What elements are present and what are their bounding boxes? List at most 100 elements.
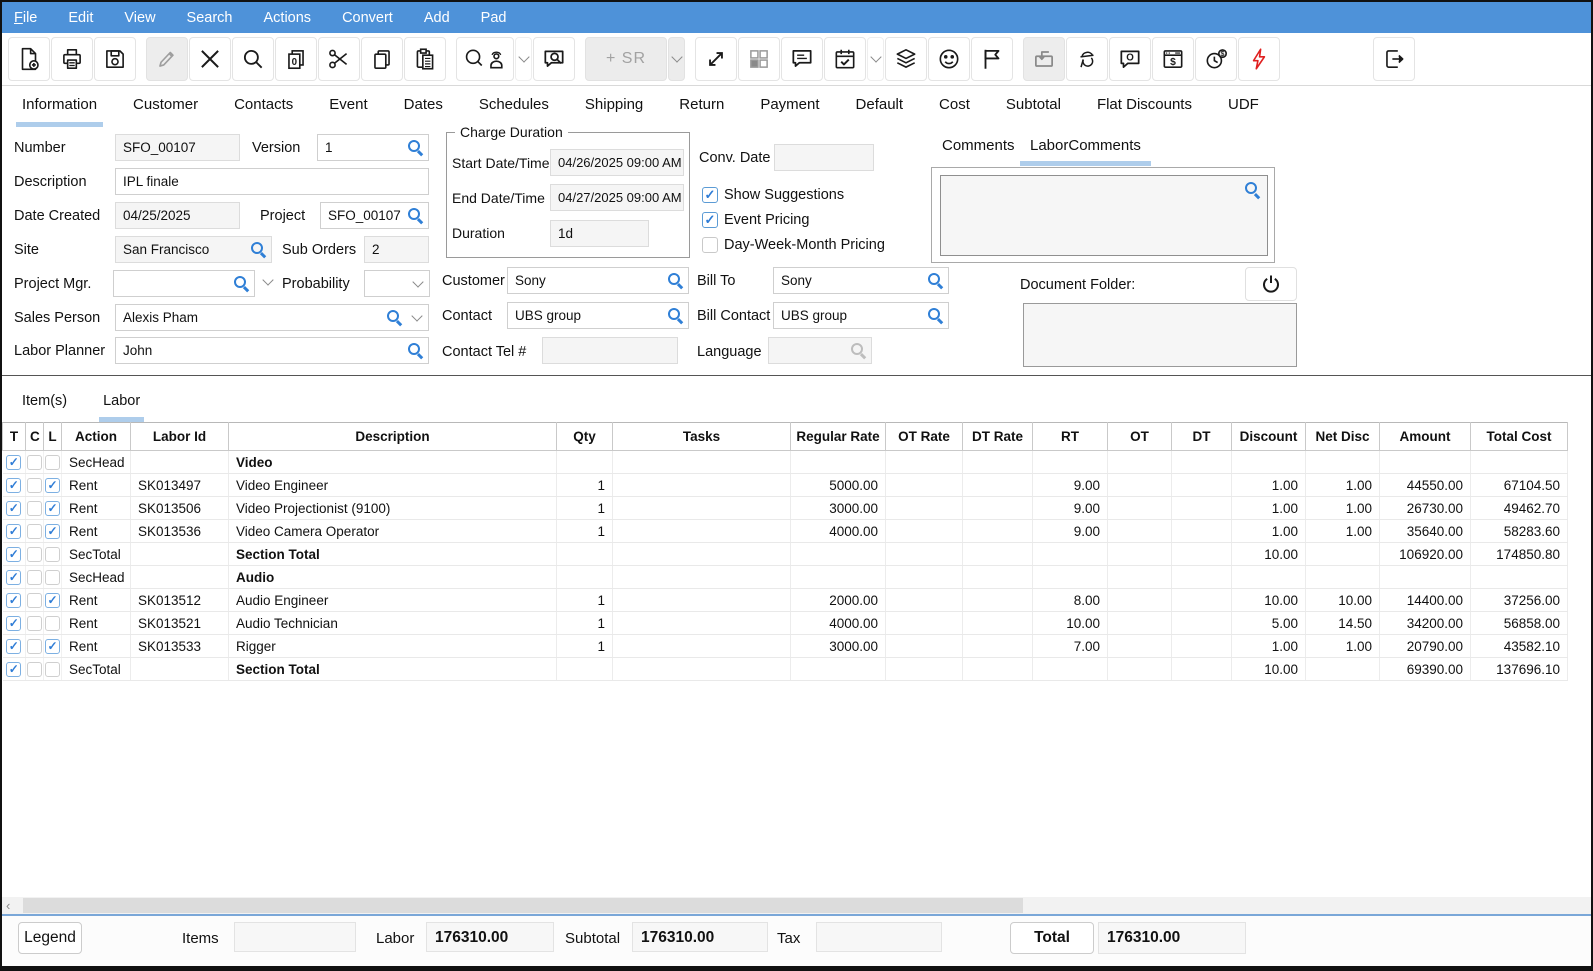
cell-amount[interactable]: 35640.00	[1379, 519, 1471, 543]
cell-description[interactable]: Video	[228, 450, 557, 474]
document-folder-field[interactable]	[1023, 303, 1297, 367]
contact-tel-field[interactable]	[542, 337, 678, 364]
col-dt[interactable]: DT	[1171, 422, 1232, 451]
tab-shipping[interactable]: Shipping	[584, 96, 644, 113]
t-checkbox[interactable]: ✓	[6, 592, 22, 608]
cell-net-disc[interactable]	[1305, 565, 1380, 589]
cell-ot[interactable]	[1107, 634, 1172, 658]
cell-dt[interactable]	[1171, 611, 1232, 635]
cell-rt[interactable]: 8.00	[1032, 588, 1108, 612]
cell-net-disc[interactable]: 1.00	[1305, 634, 1380, 658]
cell-net-disc[interactable]	[1305, 542, 1380, 566]
cell-amount[interactable]: 106920.00	[1379, 542, 1471, 566]
cell-rt[interactable]	[1032, 450, 1108, 474]
cell-amount[interactable]: 20790.00	[1379, 634, 1471, 658]
cell-qty[interactable]	[556, 657, 613, 681]
l-checkbox[interactable]	[45, 546, 60, 562]
cell-dt[interactable]	[1171, 450, 1232, 474]
table-row[interactable]: ✓ ✓ Rent SK013497 Video Engineer 1 5000.00 9.00…	[2, 473, 1568, 497]
cell-regular-rate[interactable]	[790, 450, 886, 474]
cell-labor-id[interactable]	[130, 657, 229, 681]
t-checkbox[interactable]: ✓	[6, 569, 22, 585]
cell-qty[interactable]	[556, 565, 613, 589]
cell-tasks[interactable]	[612, 542, 791, 566]
menu-add[interactable]: Add	[423, 9, 450, 26]
cell-tasks[interactable]	[612, 473, 791, 497]
l-checkbox[interactable]: ✓	[45, 477, 60, 493]
cell-qty[interactable]: 1	[556, 473, 613, 497]
cell-amount[interactable]	[1379, 565, 1471, 589]
cell-net-disc[interactable]: 1.00	[1305, 473, 1380, 497]
cell-action[interactable]: Rent	[61, 496, 131, 520]
customer-field[interactable]: Sony	[507, 267, 689, 294]
contact-field[interactable]: UBS group	[507, 302, 689, 329]
cell-dt-rate[interactable]	[962, 519, 1033, 543]
cell-dt[interactable]	[1171, 634, 1232, 658]
cell-qty[interactable]: 1	[556, 611, 613, 635]
cell-qty[interactable]	[556, 450, 613, 474]
site-field[interactable]: San Francisco	[115, 236, 272, 263]
flag-button[interactable]	[971, 37, 1014, 81]
print-button[interactable]	[51, 37, 93, 81]
c-checkbox[interactable]	[27, 615, 42, 631]
col-description[interactable]: Description	[228, 422, 557, 451]
probability-field[interactable]	[364, 270, 430, 297]
cell-dt-rate[interactable]	[962, 496, 1033, 520]
project-mgr-search-icon[interactable]	[234, 275, 249, 291]
version-search-icon[interactable]	[408, 139, 423, 155]
cell-action[interactable]: SecTotal	[61, 542, 131, 566]
project-mgr-dropdown-icon[interactable]	[262, 274, 274, 286]
legend-button[interactable]: Legend	[18, 922, 82, 954]
menu-edit[interactable]: Edit	[68, 9, 94, 26]
c-checkbox[interactable]	[27, 477, 42, 493]
tab-labor[interactable]: Labor	[99, 393, 145, 422]
comments-search-icon[interactable]	[1245, 182, 1260, 197]
cell-description[interactable]: Section Total	[228, 542, 557, 566]
col-net-disc[interactable]: Net Disc	[1305, 422, 1380, 451]
c-checkbox[interactable]	[27, 592, 42, 608]
cell-dt-rate[interactable]	[962, 565, 1033, 589]
cell-net-disc[interactable]	[1305, 450, 1380, 474]
c-checkbox[interactable]	[27, 569, 42, 585]
tab-labor-comments[interactable]: LaborComments	[1020, 137, 1151, 166]
cell-ot-rate[interactable]	[885, 634, 963, 658]
tab-payment[interactable]: Payment	[760, 96, 820, 113]
table-row[interactable]: ✓ Rent SK013521 Audio Technician 1 4000.00 10.…	[2, 611, 1568, 635]
cell-qty[interactable]	[556, 542, 613, 566]
tab-information[interactable]: Information	[16, 96, 104, 127]
cell-rt[interactable]: 9.00	[1032, 496, 1108, 520]
labor-comments-textarea[interactable]	[940, 175, 1268, 256]
cell-dt-rate[interactable]	[962, 657, 1033, 681]
project-field[interactable]: SFO_00107	[320, 202, 429, 229]
cell-tasks[interactable]	[612, 496, 791, 520]
cell-net-disc[interactable]: 10.00	[1305, 588, 1380, 612]
cell-qty[interactable]: 1	[556, 519, 613, 543]
cell-discount[interactable]: 1.00	[1231, 634, 1306, 658]
cell-regular-rate[interactable]: 3000.00	[790, 496, 886, 520]
tab-cost[interactable]: Cost	[939, 96, 970, 113]
cell-ot-rate[interactable]	[885, 611, 963, 635]
cell-regular-rate[interactable]	[790, 565, 886, 589]
l-checkbox[interactable]	[45, 615, 60, 631]
sales-person-search-icon[interactable]	[387, 309, 402, 325]
tab-customer[interactable]: Customer	[133, 96, 199, 113]
col-l[interactable]: L	[43, 422, 62, 451]
cell-total-cost[interactable]: 137696.10	[1470, 657, 1568, 681]
t-checkbox[interactable]: ✓	[6, 638, 22, 654]
col-discount[interactable]: Discount	[1231, 422, 1306, 451]
event-pricing-checkbox[interactable]: ✓	[702, 212, 718, 228]
cell-dt-rate[interactable]	[962, 588, 1033, 612]
cell-rt[interactable]	[1032, 657, 1108, 681]
exit-button[interactable]	[1373, 37, 1416, 81]
cell-total-cost[interactable]: 49462.70	[1470, 496, 1568, 520]
t-checkbox[interactable]: ✓	[6, 546, 22, 562]
col-labor-id[interactable]: Labor Id	[130, 422, 229, 451]
day-week-month-checkbox[interactable]	[702, 237, 718, 253]
new-document-button[interactable]	[8, 37, 50, 81]
search-crew-dropdown[interactable]	[515, 37, 532, 81]
cell-action[interactable]: Rent	[61, 519, 131, 543]
col-action[interactable]: Action	[61, 422, 131, 451]
col-ot[interactable]: OT	[1107, 422, 1172, 451]
cell-amount[interactable]: 69390.00	[1379, 657, 1471, 681]
cell-discount[interactable]: 1.00	[1231, 519, 1306, 543]
